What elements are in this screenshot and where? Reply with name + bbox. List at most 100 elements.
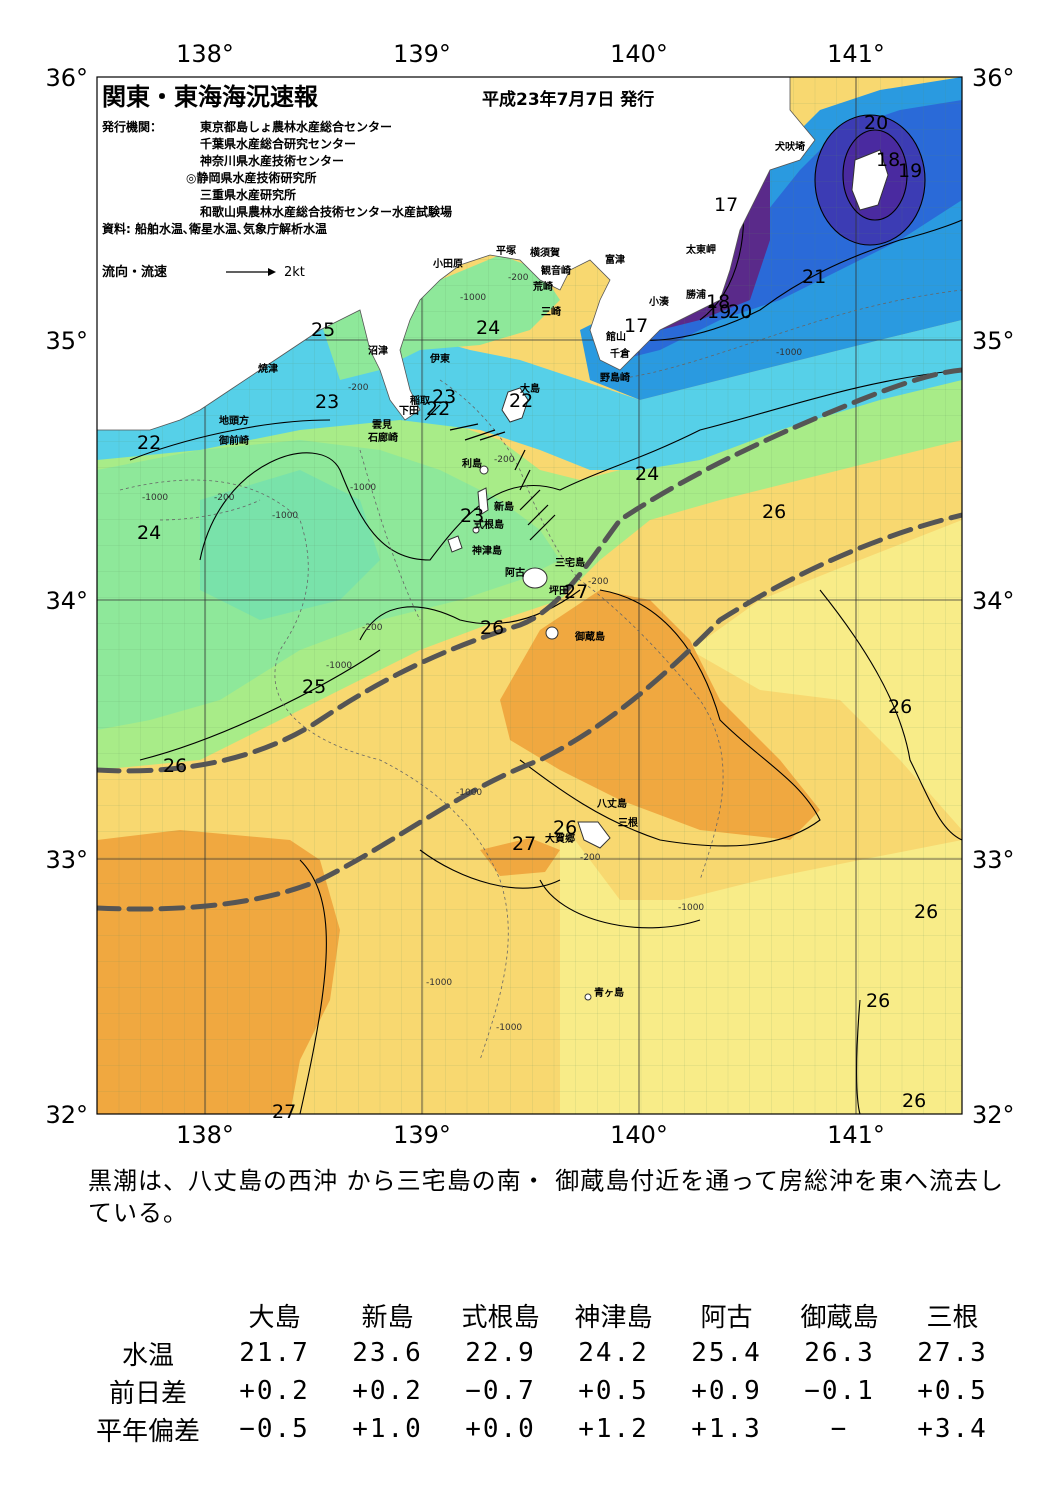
sst-label: 24: [476, 317, 500, 339]
lat-label-right-32: 32°: [972, 1101, 1015, 1129]
place-kumomi: 雲見: [372, 419, 392, 431]
flow-legend-unit: 2kt: [284, 265, 305, 280]
table-cell: 26.3: [804, 1338, 875, 1368]
sst-label: 23: [315, 391, 339, 413]
map-title: 関東・東海海況速報: [102, 83, 319, 111]
table-cell: +0.2: [352, 1376, 423, 1406]
table-cell: 23.6: [352, 1338, 423, 1368]
place-ito: 伊東: [429, 352, 450, 365]
sst-label: 24: [635, 463, 659, 485]
eddy-center-patch: [851, 149, 889, 211]
flow-legend-arrow: [226, 268, 276, 276]
row-header: 平年偏差: [95, 1416, 200, 1447]
depth-label: -1000: [326, 661, 352, 671]
place-yokosuka: 横須賀: [530, 246, 560, 259]
col-header: 大島: [248, 1302, 301, 1333]
depth-label: -1000: [456, 788, 482, 798]
lat-label-right-34: 34°: [972, 587, 1015, 615]
current-arrows: [424, 404, 556, 541]
lon-label-top-139: 139°: [393, 40, 451, 68]
sst-label: 18: [706, 291, 730, 313]
depth-label: -200: [508, 273, 529, 283]
island-shikinejima: [472, 526, 480, 534]
place-ako: 阿古: [505, 566, 525, 579]
sst-label: 18: [876, 149, 900, 171]
sst-label: 25: [311, 319, 335, 341]
lat-label-left-36: 36°: [45, 64, 88, 92]
table-row-prev-day-diff: 前日差 +0.2 +0.2 −0.7 +0.5 +0.9 −0.1 +0.5: [78, 1372, 1009, 1410]
table-cell: −: [830, 1414, 849, 1444]
col-header: 式根島: [461, 1302, 540, 1333]
depth-label: -1000: [776, 348, 802, 358]
place-irozaki: 石廊崎: [367, 431, 398, 444]
sst-label: 23: [432, 386, 456, 408]
place-oshima: 大島: [520, 382, 540, 395]
depth-label: -200: [214, 493, 235, 503]
island-aogashima: [584, 993, 592, 1001]
sst-label: 19: [898, 160, 922, 182]
place-futtsu: 富津: [605, 253, 625, 266]
place-chikura: 千倉: [610, 347, 631, 360]
col-header: 神津島: [574, 1302, 653, 1333]
lat-label-right-36: 36°: [972, 64, 1015, 92]
depth-label: -1000: [496, 1023, 522, 1033]
place-labels: 犬吠埼 太東岬 勝浦 小湊 館山 千倉 野島崎 富津 観音崎 横須賀 平塚 小田…: [218, 140, 805, 999]
place-mikurajima: 御蔵島: [574, 630, 605, 643]
table-cell: 24.2: [578, 1338, 649, 1368]
table-cell: +1.0: [352, 1414, 423, 1444]
island-toshima: [479, 465, 489, 475]
island-oshima: [501, 387, 529, 423]
map-frame: [96, 76, 963, 1115]
place-jitokata: 地頭方: [219, 414, 249, 427]
sst-label: 27: [564, 581, 588, 603]
place-toshima: 利島: [462, 457, 482, 470]
depth-label: -1000: [272, 511, 298, 521]
place-yaizu: 焼津: [258, 362, 278, 375]
table-cell: −0.7: [465, 1376, 536, 1406]
lat-label-right-35: 35°: [972, 327, 1015, 355]
sst-labels: 20 18 19 17 21 18 19 20 17 25 24 23 23 2…: [137, 112, 938, 1123]
depth-label: -200: [580, 853, 601, 863]
place-kannonzaki: 観音崎: [541, 264, 571, 277]
place-mitsune: 三根: [618, 816, 638, 829]
place-hachijojima: 八丈島: [596, 797, 627, 810]
lat-label-left-33: 33°: [45, 846, 88, 874]
sst-label: 26: [866, 990, 890, 1012]
lon-label-bottom-138: 138°: [176, 1121, 234, 1149]
row-header: 前日差: [108, 1378, 187, 1409]
sst-label: 23: [460, 505, 484, 527]
place-hiratsuka: 平塚: [496, 244, 516, 257]
table-cell: +0.2: [239, 1376, 310, 1406]
depth-label: -200: [348, 383, 369, 393]
island-mikurajima: [545, 626, 559, 640]
place-misaki: 三崎: [541, 305, 561, 318]
sst-label: 26: [553, 817, 577, 839]
lat-label-left-35: 35°: [45, 327, 88, 355]
sst-label: 19: [707, 301, 731, 323]
island-miyakejima: [522, 567, 548, 589]
lon-label-top-140: 140°: [610, 40, 668, 68]
place-kominato: 小湊: [648, 295, 670, 308]
depth-label: -200: [494, 455, 515, 465]
place-shikinejima: 式根島: [474, 518, 504, 531]
sst-label: 20: [864, 112, 888, 134]
place-shimoda: 下田: [399, 405, 419, 417]
table-cell: +3.4: [917, 1414, 988, 1444]
table-cell: +1.2: [578, 1414, 649, 1444]
place-tsubota: 坪田: [549, 584, 569, 597]
table-cell: +0.9: [691, 1376, 762, 1406]
lon-label-top-138: 138°: [176, 40, 234, 68]
lon-label-bottom-140: 140°: [610, 1121, 668, 1149]
sst-label: 17: [714, 194, 738, 216]
depth-label: -1000: [678, 903, 704, 913]
publisher-2: 千葉県水産総合研究センター: [200, 136, 356, 151]
map-area: [97, 77, 962, 1114]
publisher-block: 発行機関： 東京都島しょ農林水産総合センター 千葉県水産総合研究センター 神奈川…: [101, 119, 452, 236]
place-niijima: 新島: [494, 500, 514, 513]
mainland: [97, 77, 816, 431]
place-numazu: 沼津: [368, 344, 388, 357]
issue-date: 平成23年7月7日 発行: [482, 89, 654, 110]
table-header-row: 大島 新島 式根島 神津島 阿古 御蔵島 三根: [78, 1296, 1009, 1334]
island-kozushima: [447, 535, 463, 553]
sst-label: 26: [888, 696, 912, 718]
